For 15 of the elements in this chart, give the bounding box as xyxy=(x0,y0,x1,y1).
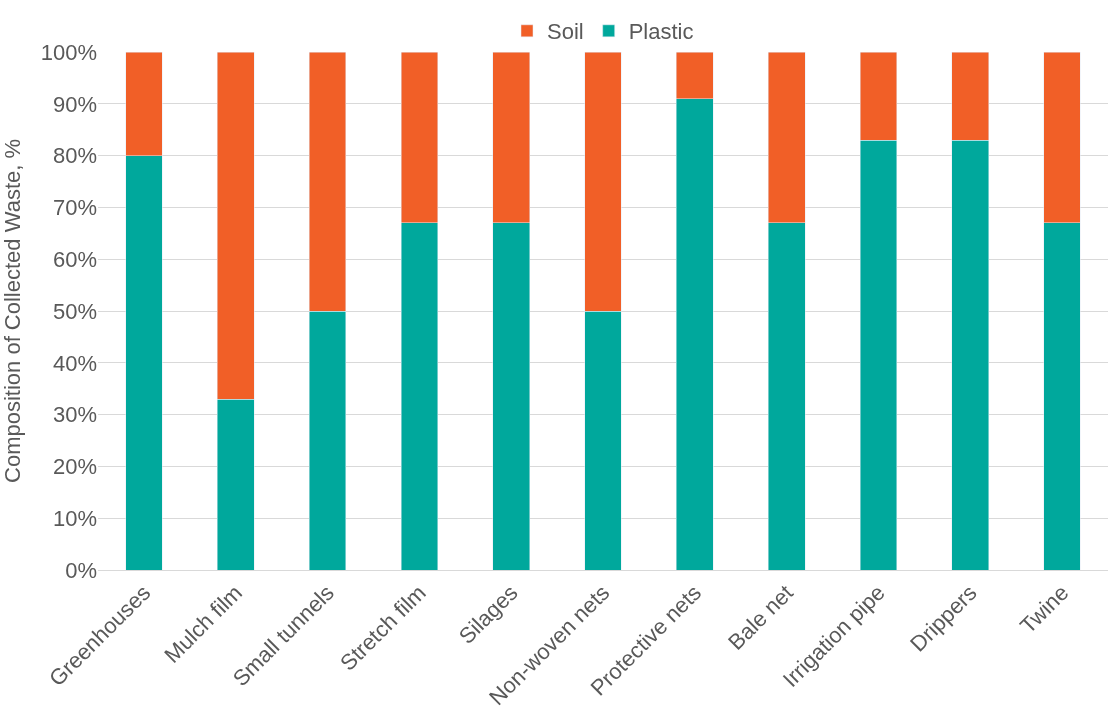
y-tick-label: 40% xyxy=(52,350,97,376)
y-tick-label: 80% xyxy=(52,143,97,169)
y-tick-label: 60% xyxy=(52,246,97,272)
y-tick-label: 20% xyxy=(52,454,97,480)
y-tick-label: 30% xyxy=(52,402,97,428)
x-tick-label: Bale net xyxy=(723,580,798,655)
y-tick-label: 100% xyxy=(40,39,97,65)
y-tick-label: 90% xyxy=(52,91,97,117)
legend-label: Soil xyxy=(547,19,584,45)
y-tick-label: 70% xyxy=(52,195,97,221)
y-axis-title: Composition of Collected Waste, % xyxy=(0,139,25,483)
y-tick-label: 50% xyxy=(52,298,97,324)
y-tick-label: 0% xyxy=(65,557,97,583)
y-tick-label: 10% xyxy=(52,505,97,531)
legend-label: Plastic xyxy=(628,19,694,45)
